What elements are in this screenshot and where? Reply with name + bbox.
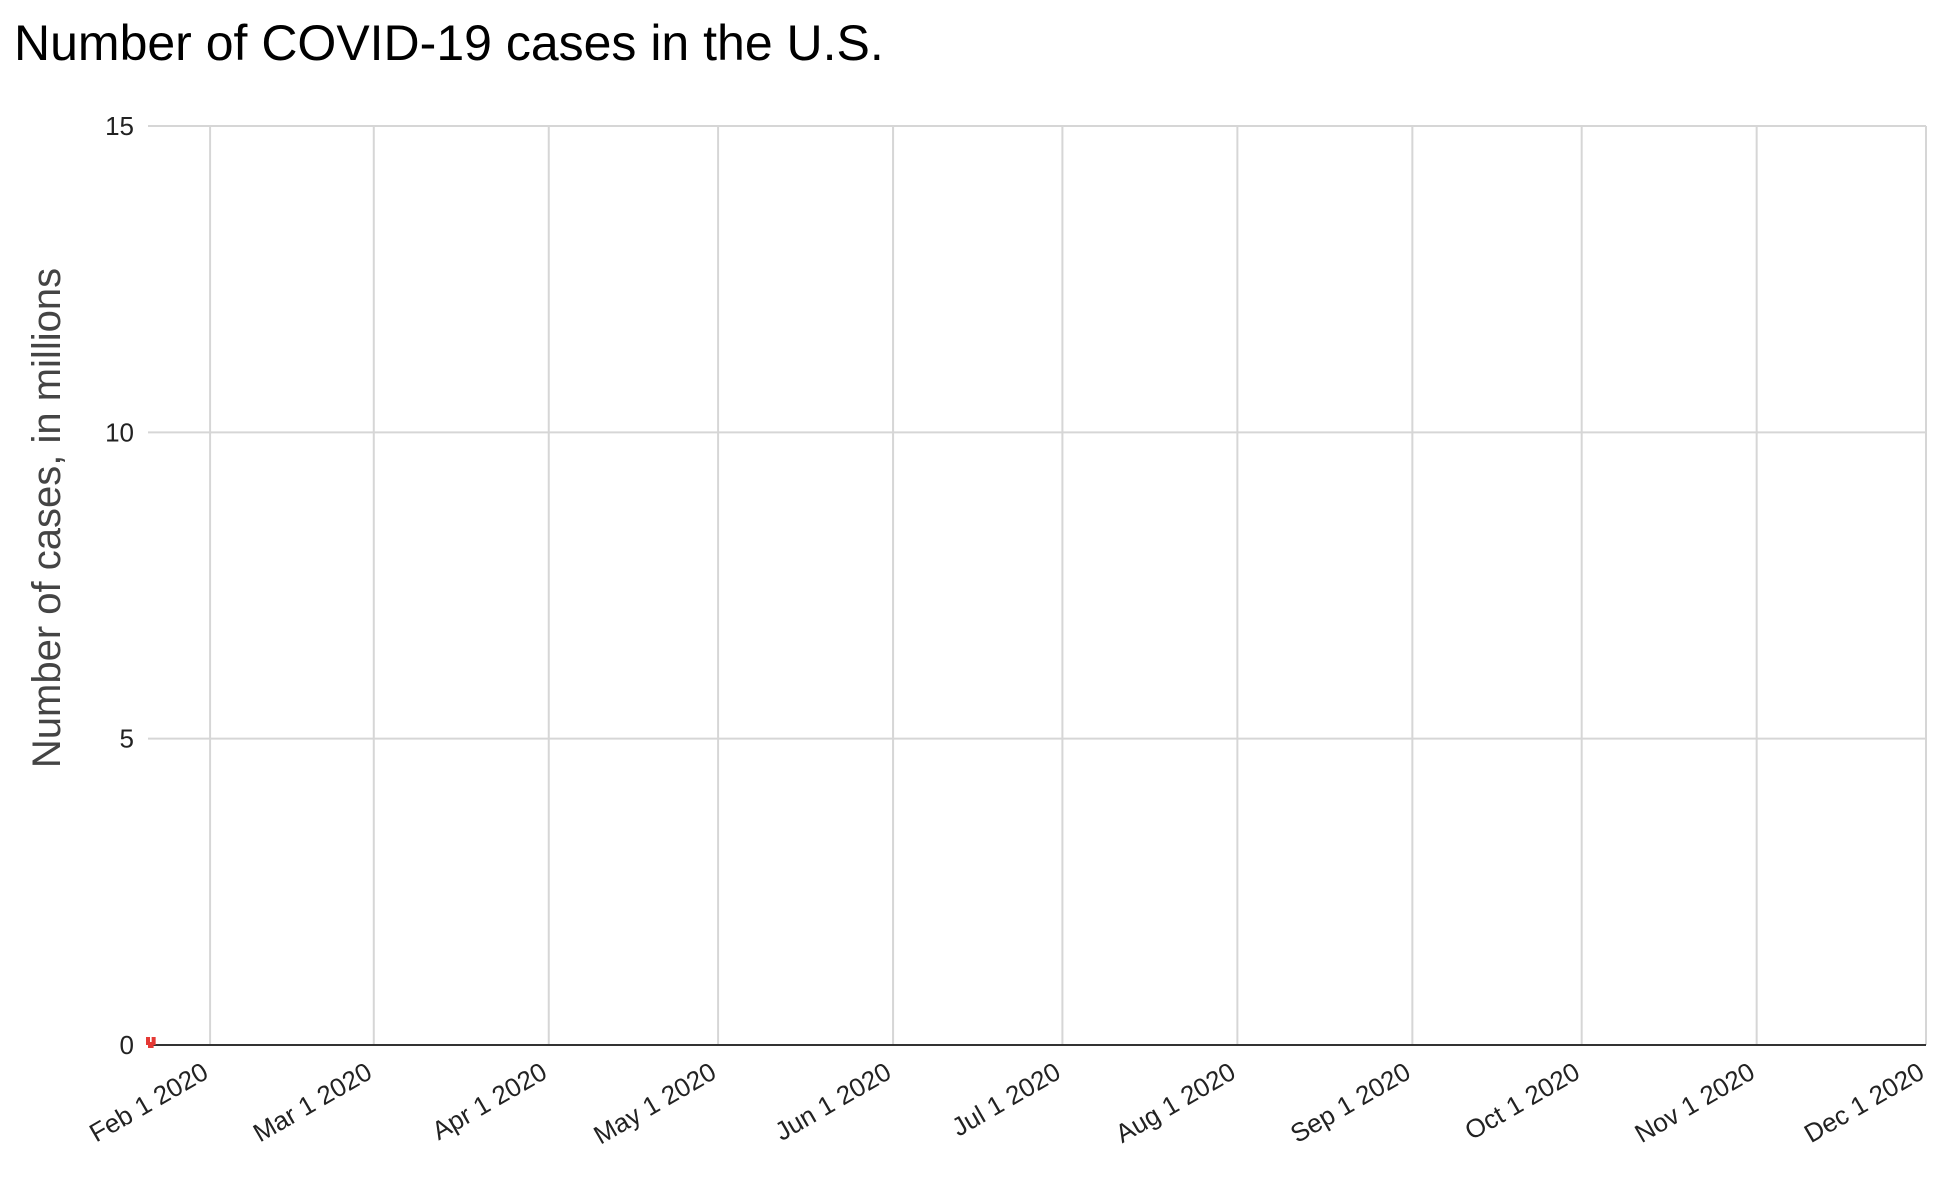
x-tick-label: May 1 2020 [588,1056,721,1150]
y-axis-label: Number of cases, in millions [25,268,69,768]
y-tick-label: 10 [105,417,134,447]
series-layer [146,1037,156,1048]
y-tick-label: 5 [120,724,134,754]
y-tick-label: 0 [120,1030,134,1060]
x-tick-label: Apr 1 2020 [427,1056,552,1146]
grid [148,125,1927,1045]
chart-title: Number of COVID-19 cases in the U.S. [14,15,884,71]
x-tick-label: Aug 1 2020 [1110,1056,1240,1148]
x-tick-label: Jul 1 2020 [946,1056,1065,1142]
x-tick-label: Sep 1 2020 [1285,1056,1415,1148]
y-tick-label: 15 [105,111,134,141]
data-point [146,1037,150,1045]
x-tick-label: Nov 1 2020 [1629,1056,1759,1148]
x-tick-label: Jun 1 2020 [770,1056,896,1146]
x-tick-label: Oct 1 2020 [1460,1056,1585,1146]
data-point [151,1037,156,1045]
x-tick-label: Mar 1 2020 [248,1056,377,1148]
axes: 0 5 10 15 Feb 1 2020 Mar 1 2020 Apr 1 2020 May … [84,111,1929,1150]
x-tick-label: Dec 1 2020 [1799,1056,1929,1148]
x-tick-label: Feb 1 2020 [84,1056,213,1148]
